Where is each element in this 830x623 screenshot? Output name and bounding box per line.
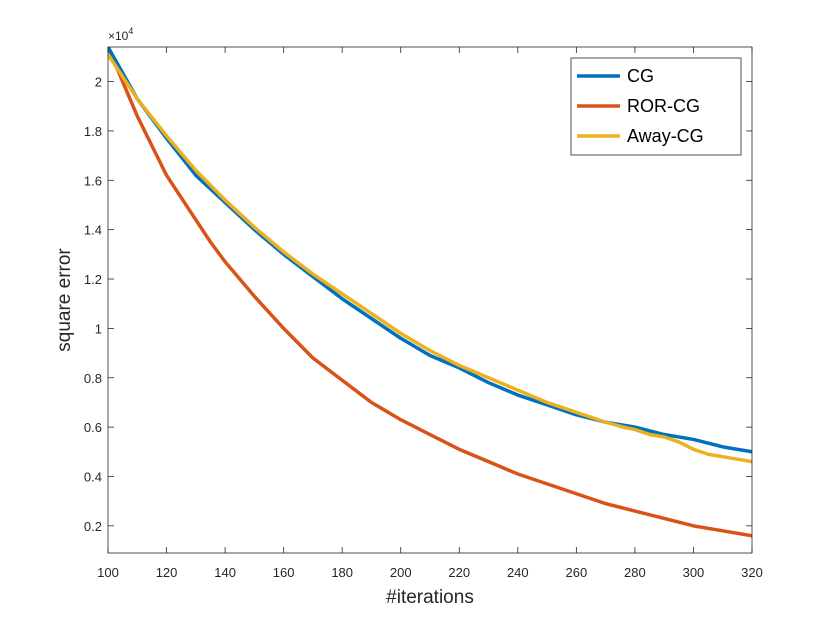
x-tick-label: 200 bbox=[390, 565, 412, 580]
x-tick-label: 220 bbox=[448, 565, 470, 580]
y-tick-label: 0.4 bbox=[84, 469, 102, 484]
y-exponent-label: ×104 bbox=[108, 26, 133, 43]
y-tick-label: 1.2 bbox=[84, 272, 102, 287]
y-tick-label: 1.4 bbox=[84, 223, 102, 238]
x-tick-label: 260 bbox=[566, 565, 588, 580]
y-tick-label: 0.6 bbox=[84, 420, 102, 435]
x-tick-label: 180 bbox=[331, 565, 353, 580]
y-tick-label: 2 bbox=[95, 75, 102, 90]
legend-label-away-cg: Away-CG bbox=[627, 126, 704, 146]
x-tick-label: 100 bbox=[97, 565, 119, 580]
y-tick-label: 1.6 bbox=[84, 173, 102, 188]
tick-labels-layer: 100 120 140 160 180 200 220 240 260 280 300 320 0.2 0… bbox=[84, 75, 763, 580]
x-tick-label: 120 bbox=[156, 565, 178, 580]
x-tick-label: 240 bbox=[507, 565, 529, 580]
legend-label-cg: CG bbox=[627, 66, 654, 86]
ticks-layer bbox=[107, 47, 753, 553]
y-tick-label: 1 bbox=[95, 321, 102, 336]
x-tick-label: 320 bbox=[741, 565, 763, 580]
series-line-ror-cg bbox=[108, 47, 752, 538]
legend: CG ROR-CG Away-CG bbox=[570, 57, 742, 156]
legend-label-ror-cg: ROR-CG bbox=[627, 96, 700, 116]
x-tick-label: 280 bbox=[624, 565, 646, 580]
x-tick-label: 160 bbox=[273, 565, 295, 580]
series-line-cg bbox=[108, 47, 752, 454]
y-tick-label: 1.8 bbox=[84, 124, 102, 139]
y-tick-label: 0.2 bbox=[84, 519, 102, 534]
y-axis-label: square error bbox=[54, 248, 75, 352]
plot-frame bbox=[107, 46, 753, 554]
series-layer bbox=[108, 47, 752, 538]
x-tick-label: 300 bbox=[683, 565, 705, 580]
y-tick-label: 0.8 bbox=[84, 371, 102, 386]
series-line-away-cg bbox=[108, 52, 752, 464]
x-axis-label: #iterations bbox=[386, 587, 474, 608]
x-tick-label: 140 bbox=[214, 565, 236, 580]
